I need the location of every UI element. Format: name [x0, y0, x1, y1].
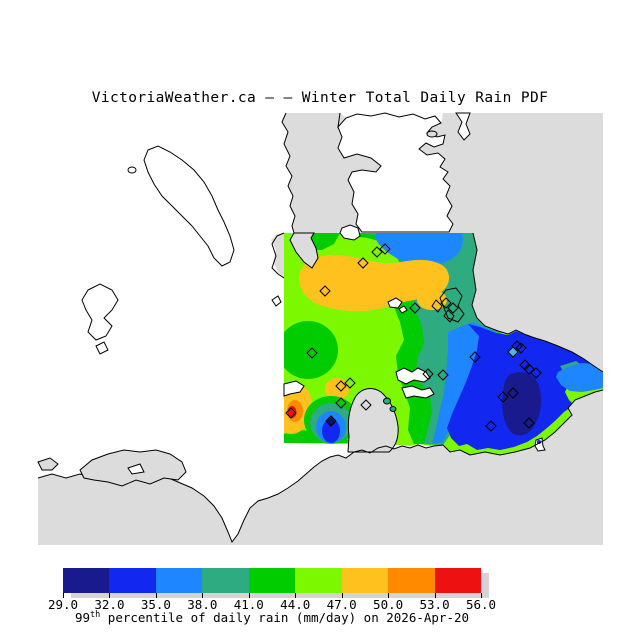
islet-small: [95, 341, 109, 355]
station-marker-diamond: [325, 415, 337, 427]
station-marker-diamond: [409, 302, 421, 314]
colorbar-cell-53: [434, 568, 481, 593]
coast-mainland-west: [281, 112, 296, 234]
station-marker-diamond: [523, 363, 535, 375]
land-east-sooke: [347, 388, 399, 453]
station-marker-diamond: [335, 380, 347, 392]
colorbar: [63, 568, 481, 593]
colorbar-caption: 99th percentile of daily rain (mm/day) o…: [74, 610, 470, 626]
lagoon-small: [127, 463, 145, 475]
station-marker-diamond: [371, 246, 383, 258]
land-east-and-south: [38, 233, 603, 545]
islet-inlet: [431, 299, 443, 313]
teal-speck-2: [389, 406, 397, 412]
colorbar-cell-44: [295, 568, 342, 593]
colorbar-cell-29: [63, 568, 110, 593]
coast-sliver-west: [271, 232, 285, 279]
core-32-south-dip: [322, 419, 340, 443]
island-texada: [143, 145, 235, 267]
station-marker-diamond: [469, 351, 481, 363]
islet-top-1: [426, 130, 438, 138]
coast-north-shore: [471, 232, 604, 373]
islet-west-of-domain: [271, 295, 282, 307]
coastlines: [37, 112, 604, 544]
islet-texada-west: [127, 166, 137, 174]
island-saltspring-s: [443, 309, 455, 323]
band-47-50-lobe: [417, 290, 447, 310]
station-marker-diamond: [379, 243, 391, 255]
station-marker-diamond: [437, 369, 449, 381]
station-marker-diamond: [285, 407, 297, 419]
page-title: VictoriaWeather.ca — — Winter Total Dail…: [91, 90, 549, 106]
station-marker-diamond: [447, 302, 459, 314]
station-marker-diamond: [335, 397, 347, 409]
island-small-1: [387, 297, 403, 309]
water-harbor-1: [395, 367, 431, 385]
station-marker-diamond: [485, 420, 497, 432]
land-peninsula-maple-bay: [289, 232, 319, 269]
land-masses: [38, 113, 603, 545]
water-notch-cowichan-bay: [339, 224, 361, 241]
land-mainland-northwest: [282, 113, 381, 233]
station-marker-diamond: [515, 342, 527, 354]
colorbar-cell-41: [248, 568, 296, 593]
station-marker-diamond: [523, 417, 535, 429]
station-marker-diamond: [344, 377, 356, 389]
station-marker-diamond: [357, 257, 369, 269]
coast-inner-water-region: [337, 112, 454, 233]
land-overlays: [289, 232, 399, 453]
station-marker-diamond: [507, 387, 519, 399]
water-sooke-basin: [283, 380, 305, 397]
station-marker-diamond: [497, 391, 509, 403]
land-mainland-northeast: [419, 113, 603, 233]
caption-superscript: th: [90, 610, 101, 620]
station-marker-diamond: [422, 368, 434, 380]
colorbar-cell-32: [109, 568, 156, 593]
islet-left-edge: [37, 457, 59, 471]
band-47-50-main-blob: [298, 254, 450, 312]
station-marker-diamond: [507, 346, 519, 358]
colorbar-cell-38: [202, 568, 249, 593]
station-marker-diamond: [530, 367, 542, 379]
band-35-38-north-blob: [376, 233, 463, 267]
gray-islets: [37, 130, 438, 487]
island-small-2: [398, 305, 408, 314]
water-overlays: [283, 112, 546, 452]
colorbar-cell-35: [155, 568, 203, 593]
band-35-38-east-finger: [556, 363, 603, 392]
station-markers: [285, 243, 542, 432]
station-marker-diamond: [306, 347, 318, 359]
island-lasqueti: [81, 283, 119, 341]
band-29-32-navy-core: [502, 372, 542, 436]
station-marker-diamond: [319, 285, 331, 297]
colorbar-cell-47: [341, 568, 389, 593]
land-coast-sliver-west-of-domain: [271, 233, 284, 278]
teal-speck-1: [383, 397, 391, 405]
island-saltspring-outline: [439, 287, 465, 323]
band-41-44-west-blob: [284, 321, 338, 379]
colorbar-cell-50: [388, 568, 435, 593]
coast-se-mass: [442, 389, 604, 456]
water-howe-inlet: [455, 112, 471, 141]
station-marker-diamond: [440, 297, 452, 309]
station-marker-diamond: [360, 399, 372, 411]
water-harbor-2: [401, 385, 435, 399]
